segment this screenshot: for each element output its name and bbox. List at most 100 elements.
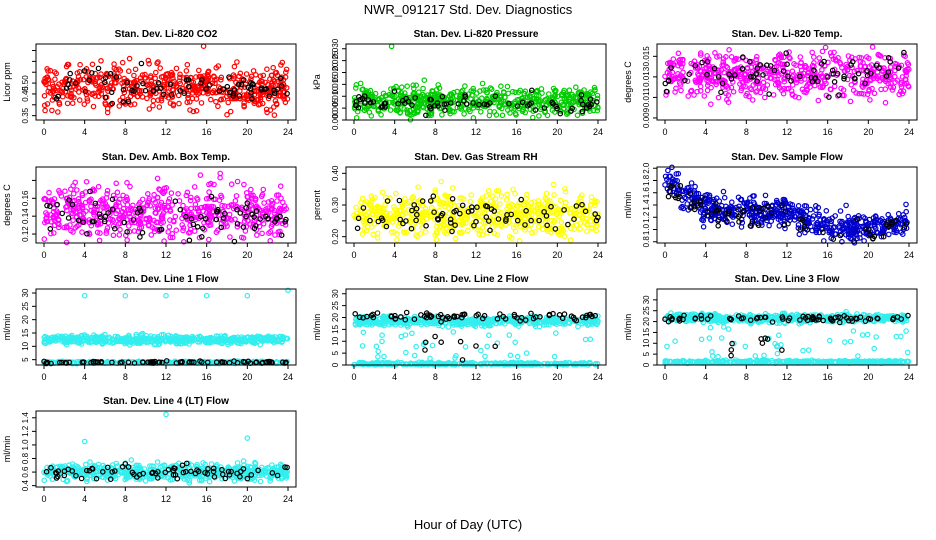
data-point xyxy=(78,202,85,209)
data-point xyxy=(384,198,391,204)
data-point xyxy=(353,204,359,211)
data-point xyxy=(434,230,440,237)
data-point xyxy=(897,88,904,95)
data-point xyxy=(46,189,52,196)
data-point xyxy=(227,216,234,222)
data-point xyxy=(409,102,415,108)
data-point xyxy=(137,215,143,222)
data-point xyxy=(736,203,742,210)
data-point xyxy=(447,200,454,207)
data-point xyxy=(147,92,154,99)
data-point xyxy=(271,90,278,97)
data-point xyxy=(807,206,814,213)
x-tick-label: 8 xyxy=(123,372,128,382)
data-point xyxy=(866,88,872,94)
y-tick-label: 30 xyxy=(21,288,30,297)
data-point xyxy=(86,197,93,204)
data-point xyxy=(487,227,493,234)
panel-title: Stan. Dev. Sample Flow xyxy=(731,152,843,163)
data-point xyxy=(70,183,77,189)
data-point xyxy=(159,212,166,218)
data-point xyxy=(391,101,398,107)
data-point xyxy=(897,221,904,228)
data-point xyxy=(877,53,884,59)
data-point xyxy=(565,221,571,228)
data-point xyxy=(159,204,166,210)
data-point xyxy=(82,88,89,95)
y-tick-label: 1.2 xyxy=(642,211,651,223)
data-point xyxy=(249,211,255,218)
data-point xyxy=(271,207,278,214)
data-point xyxy=(796,231,803,238)
data-point xyxy=(679,57,686,64)
data-point xyxy=(148,232,155,238)
data-point xyxy=(179,222,186,228)
data-point xyxy=(245,194,251,200)
data-point xyxy=(462,83,468,89)
data-point xyxy=(760,79,767,86)
data-point xyxy=(441,217,447,224)
data-point xyxy=(504,212,510,218)
data-point xyxy=(444,200,451,206)
data-point xyxy=(382,210,389,216)
data-point xyxy=(867,97,873,103)
data-point xyxy=(51,222,58,229)
data-point xyxy=(551,192,557,198)
data-point xyxy=(668,65,674,71)
data-point xyxy=(109,216,116,223)
x-tick-label: 0 xyxy=(41,250,46,260)
x-tick-label: 20 xyxy=(552,250,562,260)
data-point xyxy=(206,208,213,215)
data-point xyxy=(587,89,594,95)
data-point xyxy=(111,61,117,67)
data-point xyxy=(882,99,889,106)
data-point xyxy=(796,73,803,80)
data-point xyxy=(100,198,107,204)
data-point xyxy=(353,82,360,88)
data-point xyxy=(697,50,704,56)
y-axis-label: Licor ppm xyxy=(2,62,12,102)
data-point xyxy=(885,80,892,87)
data-point xyxy=(131,88,137,95)
y-axis-label: ml/min xyxy=(623,192,633,219)
data-point xyxy=(860,67,867,74)
data-point xyxy=(694,88,700,95)
data-point xyxy=(497,99,504,106)
data-point xyxy=(447,107,454,113)
data-point xyxy=(704,87,711,94)
data-point xyxy=(146,106,153,112)
data-point xyxy=(267,229,274,235)
data-point xyxy=(126,68,132,75)
data-point xyxy=(99,84,105,91)
data-point xyxy=(828,86,834,93)
data-point xyxy=(181,90,187,97)
data-point xyxy=(487,85,494,91)
data-point xyxy=(791,213,798,220)
data-point xyxy=(278,83,285,89)
data-point xyxy=(49,107,55,114)
data-point xyxy=(382,100,389,107)
data-point xyxy=(420,85,426,92)
data-point xyxy=(806,215,812,221)
data-point xyxy=(92,70,99,77)
data-point xyxy=(890,84,897,91)
data-point xyxy=(196,90,203,96)
data-point xyxy=(158,95,165,102)
data-point xyxy=(107,84,113,91)
data-point xyxy=(187,222,193,229)
data-point xyxy=(436,225,443,231)
data-point xyxy=(56,99,63,106)
data-point xyxy=(160,219,167,226)
data-point xyxy=(125,223,132,229)
data-point xyxy=(208,96,214,103)
data-point xyxy=(504,83,511,90)
data-point xyxy=(535,210,542,216)
data-point xyxy=(189,95,196,102)
data-point xyxy=(801,89,807,95)
data-point xyxy=(211,181,217,188)
data-point xyxy=(723,63,730,70)
data-point xyxy=(268,223,275,230)
data-point xyxy=(728,84,735,91)
data-point xyxy=(484,203,491,210)
data-point xyxy=(475,98,482,105)
